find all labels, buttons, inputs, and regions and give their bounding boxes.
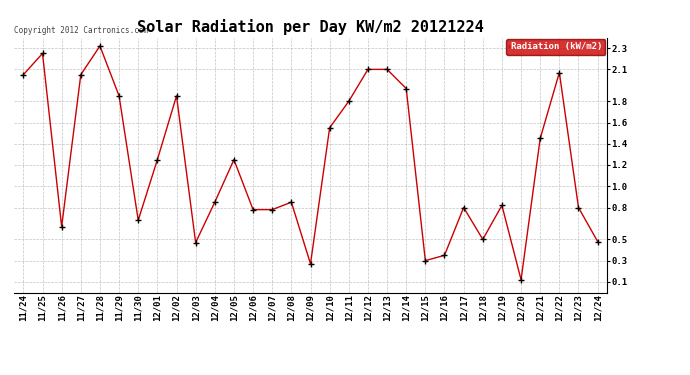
Title: Solar Radiation per Day KW/m2 20121224: Solar Radiation per Day KW/m2 20121224 <box>137 19 484 35</box>
Legend: Radiation (kW/m2): Radiation (kW/m2) <box>506 39 605 55</box>
Text: Copyright 2012 Cartronics.com: Copyright 2012 Cartronics.com <box>14 26 148 35</box>
